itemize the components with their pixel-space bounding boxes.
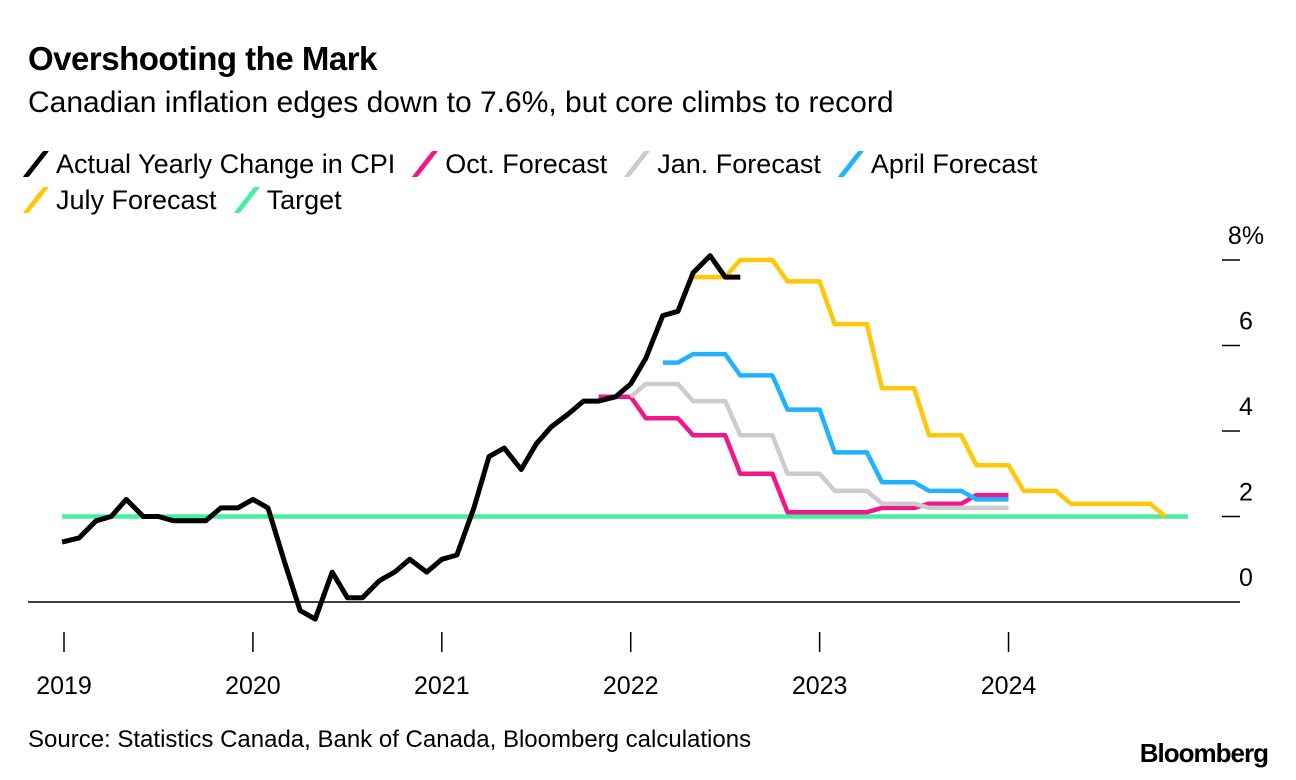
y-tick-label: 0 [1239, 564, 1253, 592]
series-line-april-forecast [662, 351, 1009, 502]
legend-label: Jan. Forecast [657, 149, 821, 179]
legend-item: Target [233, 182, 342, 218]
y-tick-label: 2 [1239, 479, 1253, 507]
x-tick-label: 2020 [225, 672, 281, 700]
series-line-july-forecast [693, 257, 1167, 519]
y-tick-label: 4 [1239, 393, 1253, 421]
x-tick-label: 2022 [603, 672, 659, 700]
legend-label: Actual Yearly Change in CPI [56, 149, 396, 179]
x-tick-label: 2019 [36, 672, 92, 700]
legend-item: April Forecast [837, 146, 1038, 182]
x-tick-label: 2021 [414, 672, 470, 700]
y-axis: 0 2 4 6 8% [28, 222, 1264, 603]
chart-subtitle: Canadian inflation edges down to 7.6%, b… [28, 86, 894, 119]
y-tick-label: 8% [1228, 222, 1264, 250]
series-line-oct-forecast [598, 394, 1009, 515]
bloomberg-logo: Bloomberg [1139, 738, 1269, 768]
series-line-actual-yearly-change-in-cpi [61, 253, 741, 622]
x-tick-label: 2023 [792, 672, 848, 700]
plot-area [61, 253, 1188, 622]
source-note: Source: Statistics Canada, Bank of Canad… [28, 726, 752, 753]
series-line-jan-forecast [629, 381, 1009, 511]
legend-label: July Forecast [56, 185, 217, 215]
x-axis: 2019 2020 2021 2022 2023 2024 [36, 632, 1036, 700]
legend-label: Oct. Forecast [445, 149, 608, 179]
legend-label: April Forecast [870, 149, 1038, 179]
chart-title: Overshooting the Mark [28, 40, 377, 77]
legend-item: July Forecast [22, 182, 217, 218]
y-tick-label: 6 [1239, 308, 1253, 336]
legend-label: Target [266, 185, 342, 215]
legend-item: Actual Yearly Change in CPI [22, 146, 396, 182]
x-tick-label: 2024 [981, 672, 1037, 700]
legend-item: Jan. Forecast [623, 146, 821, 182]
chart-legend: Actual Yearly Change in CPI Oct. Forecast… [22, 146, 1228, 218]
legend-item: Oct. Forecast [411, 146, 608, 182]
